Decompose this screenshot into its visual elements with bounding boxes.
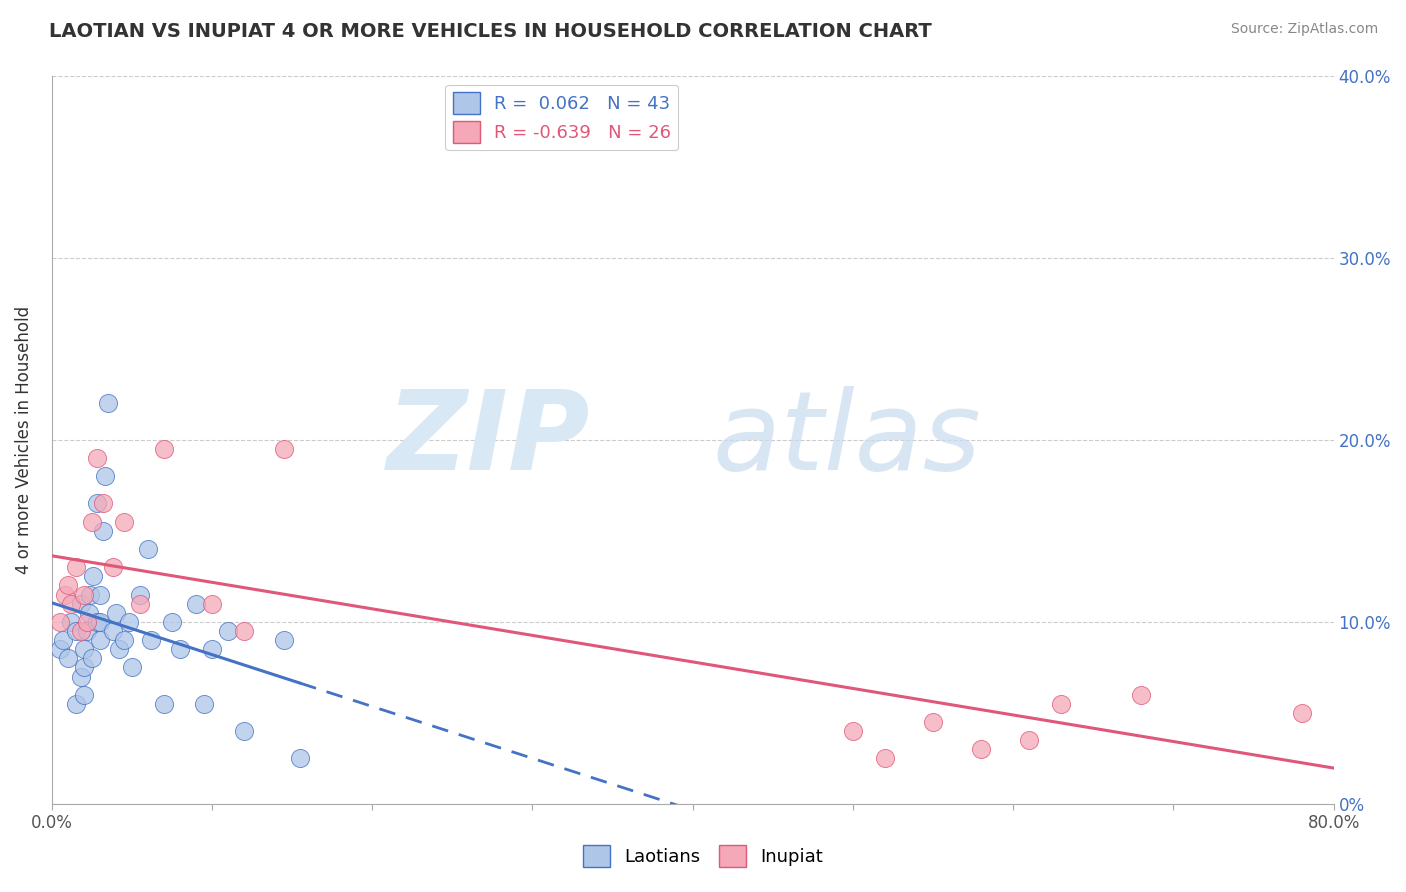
Point xyxy=(77,606,100,620)
Point xyxy=(233,624,256,638)
Point xyxy=(59,597,82,611)
Point xyxy=(1130,688,1153,702)
Point xyxy=(91,496,114,510)
Point xyxy=(160,615,183,629)
Point xyxy=(112,515,135,529)
Point xyxy=(273,633,295,648)
Point xyxy=(79,588,101,602)
Text: Source: ZipAtlas.com: Source: ZipAtlas.com xyxy=(1230,22,1378,37)
Point xyxy=(121,660,143,674)
Point xyxy=(136,541,159,556)
Point xyxy=(86,496,108,510)
Point xyxy=(73,642,96,657)
Point xyxy=(69,597,91,611)
Point xyxy=(80,515,103,529)
Point xyxy=(65,560,87,574)
Point xyxy=(288,751,311,765)
Point xyxy=(1050,697,1073,711)
Text: LAOTIAN VS INUPIAT 4 OR MORE VEHICLES IN HOUSEHOLD CORRELATION CHART: LAOTIAN VS INUPIAT 4 OR MORE VEHICLES IN… xyxy=(49,22,932,41)
Point xyxy=(73,660,96,674)
Point xyxy=(273,442,295,456)
Point xyxy=(52,633,75,648)
Legend: R =  0.062   N = 43, R = -0.639   N = 26: R = 0.062 N = 43, R = -0.639 N = 26 xyxy=(446,85,678,150)
Point xyxy=(56,651,79,665)
Point xyxy=(91,524,114,538)
Text: atlas: atlas xyxy=(713,386,981,493)
Point xyxy=(89,588,111,602)
Point xyxy=(118,615,141,629)
Point xyxy=(65,697,87,711)
Point xyxy=(153,442,176,456)
Point xyxy=(128,597,150,611)
Point xyxy=(80,651,103,665)
Point xyxy=(922,714,945,729)
Point xyxy=(104,606,127,620)
Point xyxy=(86,615,108,629)
Point xyxy=(201,597,224,611)
Point xyxy=(169,642,191,657)
Point xyxy=(86,450,108,465)
Point xyxy=(49,642,72,657)
Point xyxy=(89,615,111,629)
Point xyxy=(842,724,865,739)
Point xyxy=(89,633,111,648)
Point xyxy=(1018,733,1040,747)
Point xyxy=(49,615,72,629)
Point xyxy=(56,578,79,592)
Point xyxy=(65,624,87,638)
Point xyxy=(76,615,98,629)
Point xyxy=(76,624,98,638)
Point xyxy=(69,669,91,683)
Point xyxy=(93,469,115,483)
Point xyxy=(112,633,135,648)
Point xyxy=(82,569,104,583)
Point xyxy=(73,588,96,602)
Point xyxy=(193,697,215,711)
Legend: Laotians, Inupiat: Laotians, Inupiat xyxy=(576,838,830,874)
Point xyxy=(184,597,207,611)
Point xyxy=(139,633,162,648)
Point xyxy=(101,560,124,574)
Point xyxy=(108,642,131,657)
Point xyxy=(217,624,239,638)
Point xyxy=(201,642,224,657)
Point xyxy=(59,615,82,629)
Point xyxy=(101,624,124,638)
Y-axis label: 4 or more Vehicles in Household: 4 or more Vehicles in Household xyxy=(15,306,32,574)
Point xyxy=(233,724,256,739)
Point xyxy=(69,624,91,638)
Point xyxy=(873,751,896,765)
Text: ZIP: ZIP xyxy=(387,386,591,493)
Point xyxy=(970,742,993,756)
Point xyxy=(153,697,176,711)
Point xyxy=(53,588,76,602)
Point xyxy=(128,588,150,602)
Point xyxy=(73,688,96,702)
Point xyxy=(1291,706,1313,720)
Point xyxy=(97,396,120,410)
